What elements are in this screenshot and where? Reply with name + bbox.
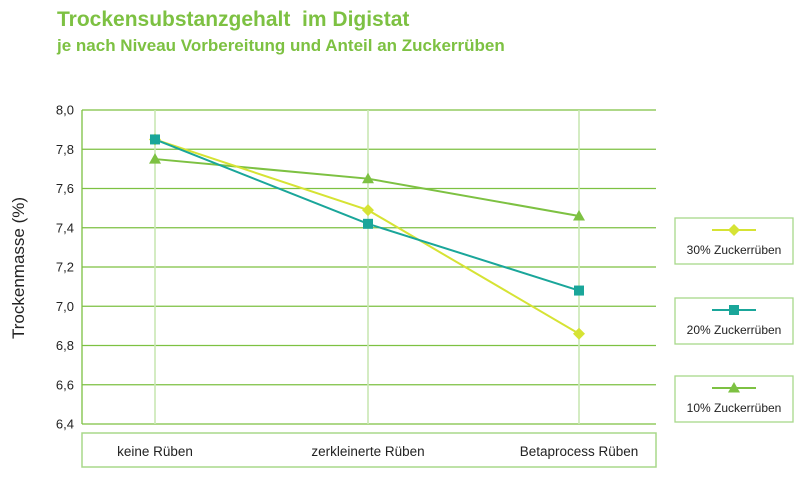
legend-label: 10% Zuckerrüben [687, 401, 782, 415]
y-tick-label: 6,8 [56, 338, 74, 353]
legend-label: 20% Zuckerrüben [687, 323, 782, 337]
legend-marker [728, 382, 740, 393]
legend-label: 30% Zuckerrüben [687, 243, 782, 257]
legend-item: 20% Zuckerrüben [674, 297, 794, 345]
y-tick-label: 6,4 [56, 417, 74, 432]
data-point [362, 172, 374, 184]
y-tick-label: 7,2 [56, 260, 74, 275]
x-category-label: zerkleinerte Rüben [311, 444, 424, 459]
legend-item: 30% Zuckerrüben [674, 217, 794, 265]
y-axis-label: Trockenmasse (%) [9, 197, 28, 339]
series-group [150, 134, 584, 296]
data-point [573, 327, 585, 340]
y-tick-label: 7,0 [56, 299, 74, 314]
data-point [362, 204, 374, 217]
y-tick-label: 7,6 [56, 181, 74, 196]
y-tick-label: 7,4 [56, 220, 74, 235]
y-tick-labels: 6,4 6,6 6,8 7,0 7,2 7,4 7,6 7,8 8,0 [56, 103, 74, 432]
legend-marker [728, 224, 740, 236]
data-point [574, 285, 584, 296]
x-category-labels: keine Rüben zerkleinerte Rüben Betaprocess… [117, 444, 638, 459]
series-layer [149, 133, 585, 340]
data-point [363, 218, 373, 229]
grid-layer [81, 109, 656, 425]
x-axis-box [81, 432, 657, 468]
legend-marker [729, 305, 739, 315]
series-group [149, 153, 585, 221]
y-tick-label: 6,6 [56, 377, 74, 392]
y-tick-label: 8,0 [56, 103, 74, 118]
legend-item: 10% Zuckerrüben [674, 375, 794, 423]
y-tick-label: 7,8 [56, 142, 74, 157]
series-line [154, 138, 580, 335]
chart-subtitle: je nach Niveau Vorbereitung und Anteil a… [57, 36, 505, 55]
data-point [573, 209, 585, 221]
legend-box [674, 297, 794, 345]
chart-title: Trockensubstanzgehalt im Digistat [57, 8, 410, 31]
data-point [149, 153, 161, 164]
x-category-label: keine Rüben [117, 444, 193, 459]
data-point [150, 134, 160, 145]
legend: 30% Zuckerrüben 20% Zuckerrüben 10% Zucker… [674, 217, 794, 423]
x-category-label: Betaprocess Rüben [520, 444, 639, 459]
